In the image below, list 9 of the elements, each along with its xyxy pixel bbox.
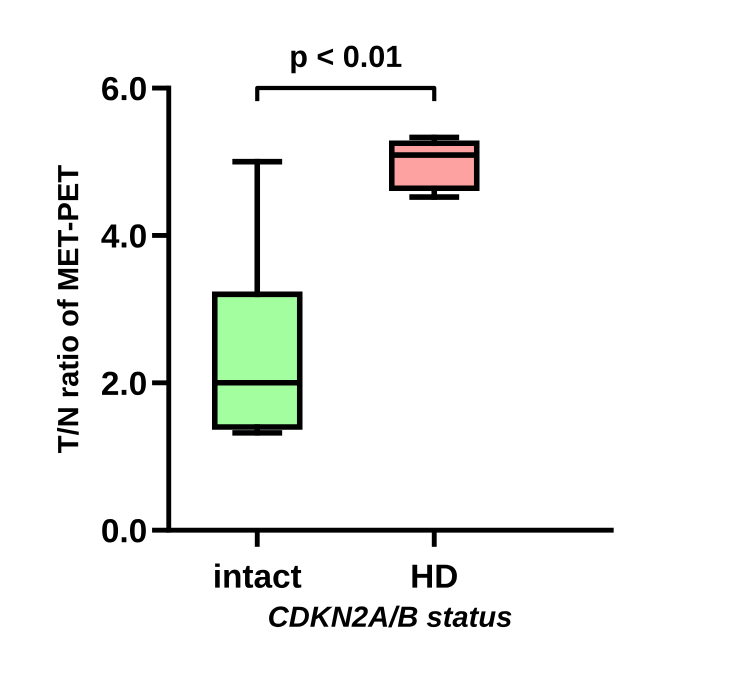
text: p < 0.01 [291,46,402,74]
y-tick-label: 2.0 [102,372,146,396]
x-tick-label: HD [412,564,457,588]
x-tick-label: intact [215,563,302,588]
y-tick-label: 6.0 [102,76,146,100]
y-axis-title: T/N ratio of MET-PET [57,165,79,453]
y-tick-label: 4.0 [101,224,146,248]
x-axis-title: CDKN2A/B status [269,606,512,628]
y-tick-label: 0.0 [102,518,146,543]
